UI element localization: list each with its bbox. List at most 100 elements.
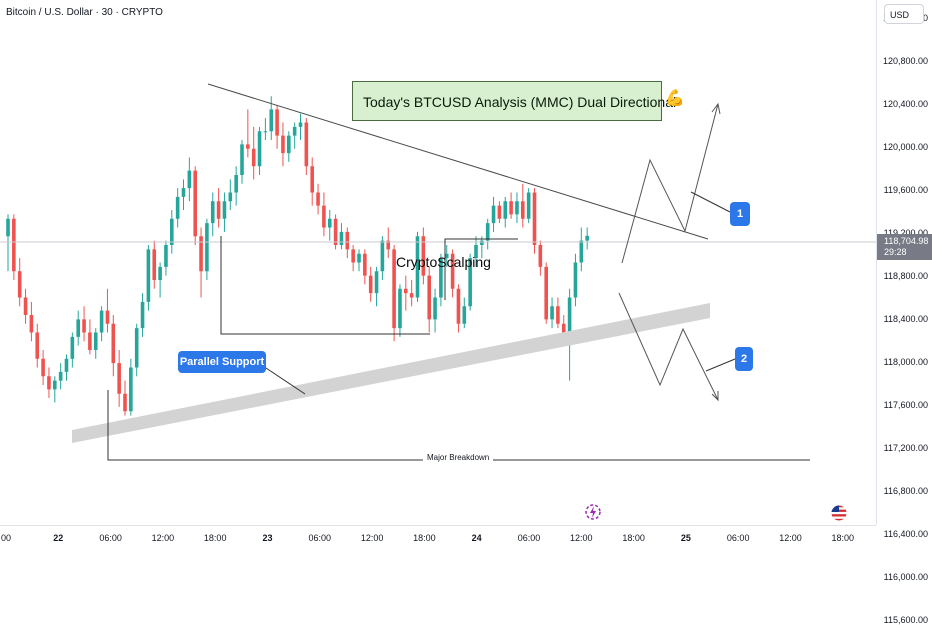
price-tick: 118,400.00 [883, 314, 928, 324]
time-tick: 00 [0, 533, 12, 543]
candle-body [187, 170, 192, 189]
price-tick: 117,200.00 [883, 443, 928, 453]
price-tick: 115,600.00 [883, 615, 928, 625]
bar-countdown: 29:28 [884, 247, 907, 257]
parallel-support-band [72, 303, 710, 443]
candle-body [129, 367, 133, 412]
candle-body [521, 201, 525, 219]
candle-body [327, 218, 332, 228]
candle-body [333, 218, 338, 245]
price-tick: 116,800.00 [883, 486, 928, 496]
time-tick: 06:00 [308, 533, 332, 543]
candle-body [485, 223, 490, 241]
badge-2-callout-line [705, 358, 736, 372]
price-scale[interactable]: 121,200.00120,800.00120,400.00120,000.00… [876, 0, 932, 625]
candle-body [503, 201, 508, 219]
price-tick: 116,400.00 [883, 529, 928, 539]
price-tick: 119,200.00 [883, 228, 928, 238]
price-tick: 119,600.00 [883, 185, 928, 195]
time-tick: 06:00 [517, 533, 541, 543]
candle-body [181, 188, 186, 197]
us-flag-icon[interactable] [831, 505, 847, 521]
scenario-badge-1[interactable]: 1 [730, 202, 750, 226]
candle-body [88, 332, 92, 350]
candle-body [339, 231, 344, 245]
bullish-scenario-path [621, 103, 719, 264]
candle-body [462, 306, 467, 324]
candle-body [6, 218, 10, 237]
candle-body [368, 275, 373, 294]
time-tick: 18:00 [622, 533, 645, 543]
time-tick: 06:00 [99, 533, 122, 543]
candle-body [158, 266, 162, 280]
time-tick: 18:00 [203, 533, 227, 543]
time-tick: 22 [53, 533, 64, 543]
candle-body [193, 170, 197, 237]
last-price-tag: 118,704.98 29:28 [877, 234, 932, 260]
candle-body [199, 236, 203, 272]
replay-icon[interactable] [584, 503, 602, 521]
candle-body [123, 393, 127, 412]
time-tick: 12:00 [151, 533, 175, 543]
candle-body [450, 253, 455, 289]
candle-body [345, 231, 350, 250]
candle-body [93, 332, 98, 350]
candle-body [12, 218, 16, 272]
candle-body [47, 376, 51, 390]
price-tick: 120,400.00 [882, 99, 928, 109]
candle-body [164, 245, 168, 267]
candle-body [134, 328, 139, 368]
range-box-upper [444, 238, 518, 300]
candle-body [304, 122, 309, 167]
candle-body [76, 319, 80, 337]
candle-body [269, 109, 274, 132]
candle-body [111, 323, 116, 364]
scenario-badge-2[interactable]: 2 [735, 347, 753, 371]
candle-body [99, 310, 104, 333]
chart-canvas[interactable] [0, 0, 876, 525]
candle-body [58, 371, 63, 381]
candle-body [538, 245, 543, 267]
candle-body [175, 196, 180, 219]
analysis-title-box[interactable]: Today's BTCUSD Analysis (MMC) Dual Direc… [352, 81, 676, 121]
candle-body [234, 175, 238, 193]
candle-body [82, 319, 86, 333]
candle-body [404, 288, 408, 294]
range-box-lower [220, 236, 430, 335]
candle-body [140, 301, 145, 329]
candle-body [509, 201, 513, 215]
candle-body [29, 315, 34, 333]
currency-button[interactable]: USD [884, 4, 924, 24]
candle-body [53, 380, 57, 390]
candle-body [222, 201, 227, 219]
candle-body [444, 253, 449, 259]
badge-1-callout-line [690, 191, 731, 213]
price-tick: 116,000.00 [883, 572, 928, 582]
price-tick: 118,800.00 [883, 271, 928, 281]
descending-trendline [207, 83, 709, 240]
candle-body [409, 293, 414, 298]
time-tick: 12:00 [570, 533, 593, 543]
candle-body [210, 201, 215, 224]
candle-body [292, 126, 297, 136]
candle-body [468, 258, 472, 307]
candle-body [480, 240, 484, 245]
symbol-title[interactable]: Bitcoin / U.S. Dollar · 30 · CRYPTO [6, 7, 163, 18]
last-price-value: 118,704.98 [884, 236, 929, 246]
time-tick: 18:00 [831, 533, 855, 543]
time-tick: 06:00 [726, 533, 750, 543]
time-tick: 18:00 [413, 533, 436, 543]
candle-body [573, 262, 578, 298]
candle-body [526, 192, 531, 219]
candle-body [205, 223, 209, 272]
chart-drawings [0, 83, 876, 461]
time-tick: 25 [680, 533, 691, 543]
candle-body [515, 201, 519, 215]
price-tick: 117,600.00 [883, 400, 928, 410]
candle-body [287, 135, 291, 154]
candle-body [544, 266, 548, 320]
time-scale[interactable]: 00 22 06:00 12:00 18:00 23 06:00 12:00 18:00 24 06… [0, 525, 876, 550]
parallel-support-label[interactable]: Parallel Support [178, 351, 266, 373]
candle-body [257, 131, 262, 167]
time-tick: 12:00 [360, 533, 384, 543]
